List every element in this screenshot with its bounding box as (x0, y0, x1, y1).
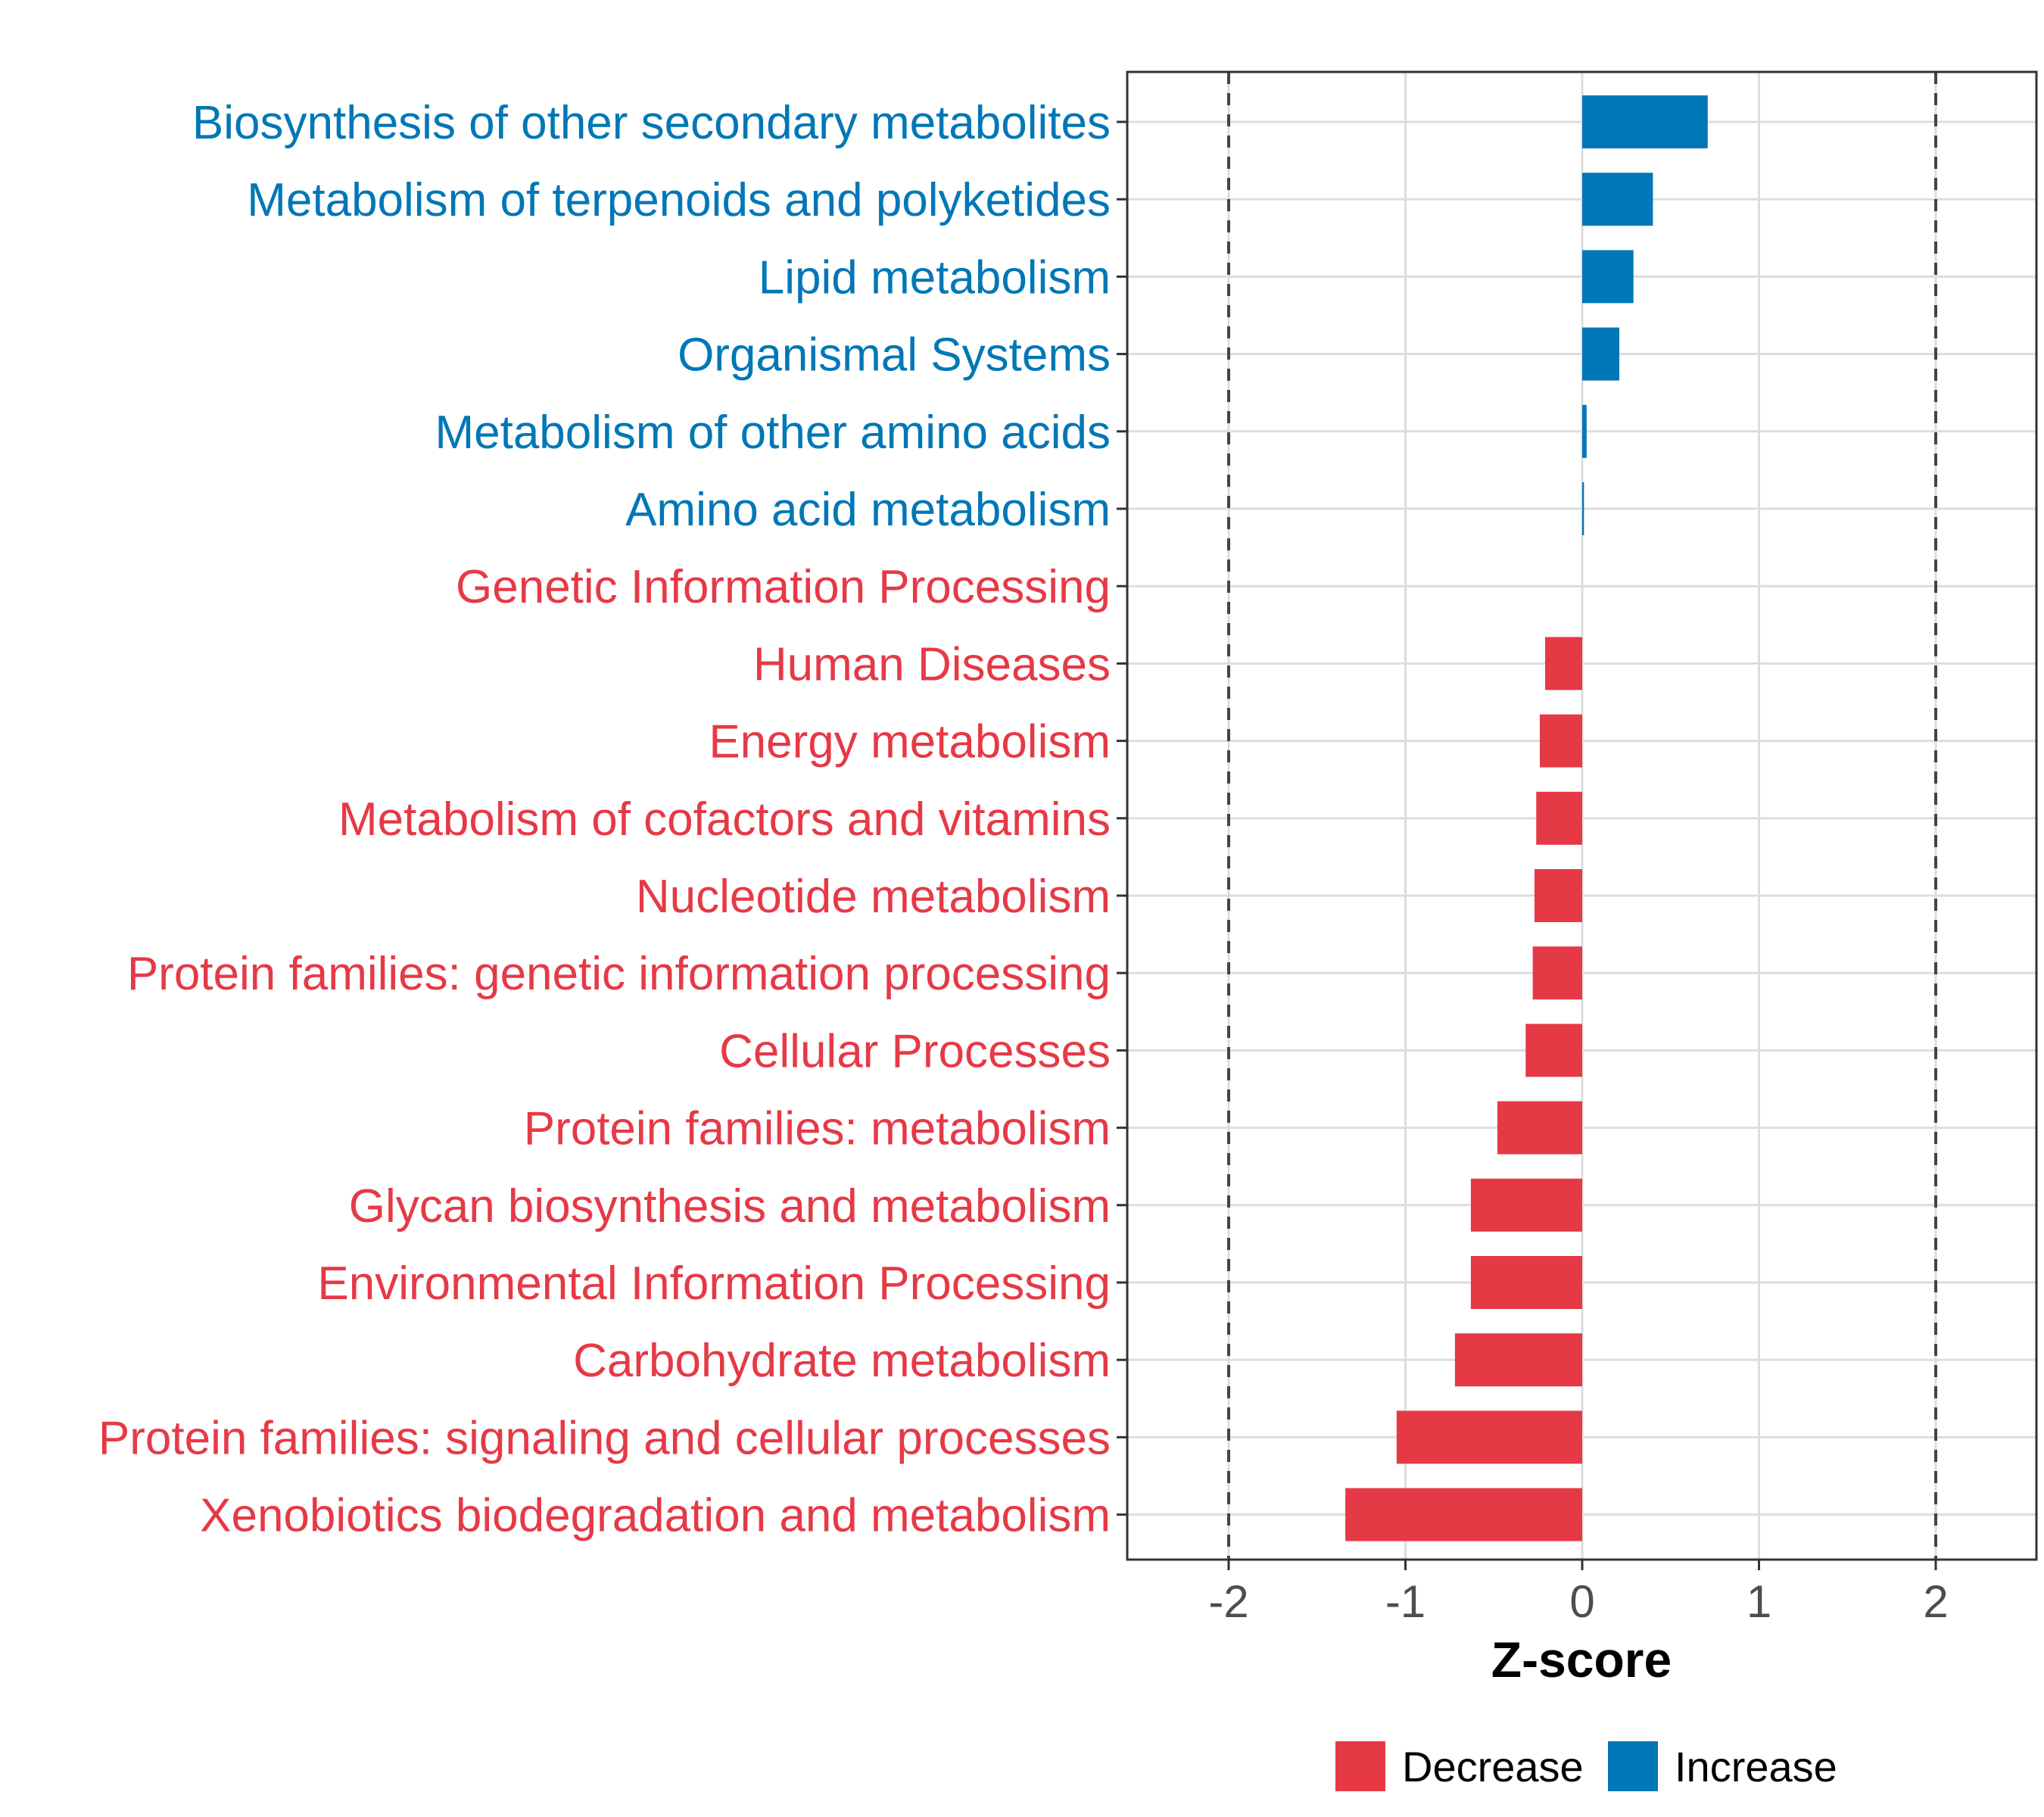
bars (1345, 95, 1708, 1541)
bar (1525, 1024, 1582, 1077)
legend-label: Decrease (1402, 1743, 1584, 1791)
y-tick-label: Metabolism of terpenoids and polyketides (247, 174, 1111, 226)
x-tick-label: 0 (1569, 1576, 1594, 1627)
bar (1396, 1410, 1582, 1464)
y-tick-label: Carbohydrate metabolism (573, 1335, 1111, 1387)
y-tick-label: Protein families: genetic information pr… (127, 948, 1111, 1000)
x-axis-title: Z-score (1491, 1632, 1672, 1688)
y-tick-label: Environmental Information Processing (317, 1258, 1111, 1310)
y-tick-label: Energy metabolism (709, 716, 1111, 768)
y-tick-label: Genetic Information Processing (456, 561, 1111, 613)
y-tick-label: Organismal Systems (678, 329, 1111, 382)
y-tick-label: Protein families: signaling and cellular… (98, 1412, 1111, 1464)
x-tick-label: -2 (1208, 1576, 1248, 1627)
reference-lines (1227, 72, 1937, 1560)
x-tick-label: 1 (1746, 1576, 1771, 1627)
bar (1582, 327, 1620, 381)
bar (1534, 869, 1582, 922)
y-tick-label: Glycan biosynthesis and metabolism (349, 1180, 1111, 1233)
x-axis: -2 -1 0 1 2 (1208, 1560, 1949, 1627)
bar (1582, 173, 1653, 226)
y-tick-label: Cellular Processes (719, 1025, 1111, 1077)
x-tick-label: 2 (1923, 1576, 1948, 1627)
bar (1532, 946, 1582, 1000)
y-tick-label: Xenobiotics biodegradation and metabolis… (200, 1490, 1111, 1542)
bar (1582, 404, 1587, 458)
bar (1470, 1256, 1582, 1309)
y-tick-label: Nucleotide metabolism (636, 871, 1111, 923)
bar (1470, 1178, 1582, 1232)
legend-swatch (1335, 1741, 1385, 1791)
bar (1536, 791, 1582, 845)
bar (1497, 1101, 1582, 1155)
bar (1544, 637, 1582, 690)
bar (1454, 1333, 1582, 1387)
bar (1582, 250, 1634, 304)
y-tick-label: Amino acid metabolism (625, 484, 1111, 536)
y-tick-label: Lipid metabolism (759, 251, 1111, 304)
y-tick-label: Protein families: metabolism (524, 1103, 1111, 1155)
x-tick-label: -1 (1385, 1576, 1426, 1627)
y-tick-label: Metabolism of other amino acids (435, 407, 1111, 459)
bar (1345, 1488, 1582, 1541)
y-tick-label: Biosynthesis of other secondary metaboli… (192, 97, 1111, 149)
y-axis: Biosynthesis of other secondary metaboli… (98, 97, 1127, 1542)
bar (1539, 714, 1582, 768)
legend: Decrease Increase (1335, 1741, 1837, 1791)
legend-swatch (1608, 1741, 1658, 1791)
y-tick-label: Metabolism of cofactors and vitamins (338, 793, 1111, 846)
bar (1582, 95, 1708, 148)
y-tick-label: Human Diseases (753, 638, 1111, 690)
bar (1582, 482, 1584, 535)
legend-label: Increase (1675, 1743, 1837, 1791)
